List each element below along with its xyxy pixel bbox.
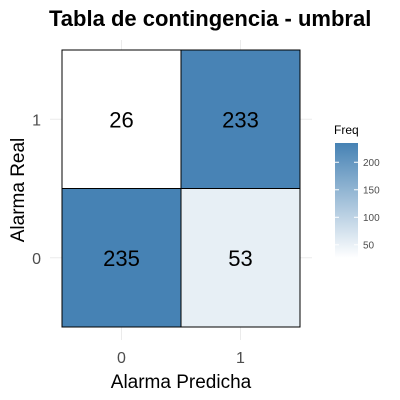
legend-tick-label: 100 — [363, 213, 380, 224]
y-axis-title: Alarma Real — [8, 138, 29, 243]
color-legend: Freq 50 100 150 200 — [334, 123, 380, 258]
cell-value-label: 235 — [103, 246, 140, 271]
cell-value-label: 26 — [109, 107, 133, 132]
heatmap-cells — [62, 50, 300, 327]
legend-tick-label: 150 — [363, 185, 380, 196]
y-tick-label: 1 — [32, 112, 41, 129]
cell-value-label: 233 — [222, 107, 259, 132]
legend-title: Freq — [334, 123, 359, 137]
cell-value-label: 53 — [228, 246, 252, 271]
legend-tick-label: 200 — [363, 158, 380, 169]
chart-title: Tabla de contingencia - umbral — [49, 6, 371, 31]
x-axis-title: Alarma Predicha — [111, 372, 252, 393]
x-tick-label: 1 — [236, 350, 245, 367]
x-tick-label: 0 — [117, 350, 126, 367]
legend-tick-label: 50 — [363, 240, 375, 251]
y-tick-label: 0 — [32, 251, 41, 268]
legend-colorbar — [335, 143, 358, 258]
